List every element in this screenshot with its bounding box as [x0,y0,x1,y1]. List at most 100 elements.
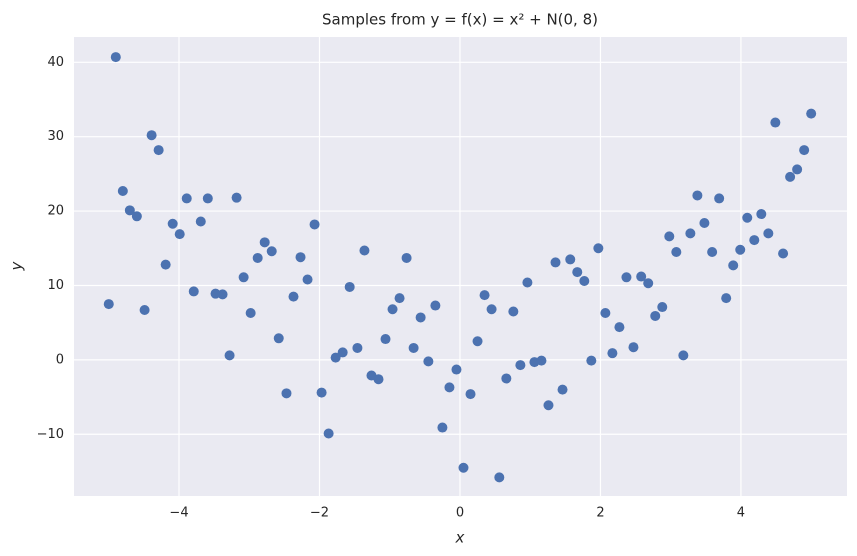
point [735,244,746,255]
point [756,209,767,220]
point [778,248,789,259]
x-tick-label: 2 [596,506,604,521]
point [515,360,526,371]
point [352,342,363,353]
point [181,193,192,204]
point [550,257,561,268]
point [742,212,753,223]
point [607,348,618,359]
point [572,267,583,278]
y-tick-label: 10 [47,278,64,293]
point [202,193,213,204]
point [657,302,668,313]
point [231,192,242,203]
point [522,277,533,288]
point [785,171,796,182]
y-tick-label: 20 [47,204,64,219]
point [373,374,384,385]
point [323,428,334,439]
point [302,274,313,285]
point [792,164,803,175]
point [174,229,185,240]
point [252,252,263,263]
point [465,389,476,400]
point [479,290,490,301]
point [117,185,128,196]
point [153,145,164,156]
point [600,307,611,318]
point [259,237,270,248]
point [337,347,348,358]
point [586,355,597,366]
point [685,228,696,239]
point [217,289,228,300]
point [763,228,774,239]
point [110,52,121,63]
point [380,334,391,345]
point [415,312,426,323]
point [699,217,710,228]
y-tick-label: −10 [37,427,64,442]
point [650,310,661,321]
point [621,272,632,283]
x-tick-label: −4 [169,506,188,521]
point [714,193,725,204]
point [536,355,547,366]
point [387,304,398,315]
point [799,145,810,156]
point [195,216,206,227]
point [139,305,150,316]
chart-title: Samples from y = f(x) = x² + N(0, 8) [322,11,598,29]
point [579,276,590,287]
point [224,350,235,361]
point [344,281,355,292]
point [330,352,341,363]
point [643,278,654,289]
point [295,252,306,263]
point [359,245,370,256]
point [288,291,299,302]
point [245,307,256,318]
y-tick-label: 0 [56,352,64,367]
point [103,299,114,310]
point [444,382,455,393]
point [160,259,171,270]
point [501,373,512,384]
point [707,246,718,257]
point [401,252,412,263]
x-tick-label: −2 [310,506,329,521]
point [167,218,178,229]
point [188,286,199,297]
point [664,231,675,242]
point [565,254,576,265]
point [628,342,639,353]
y-axis-label: y [8,260,26,271]
x-tick-label: 4 [737,506,745,521]
point [593,243,604,254]
point [408,342,419,353]
point [806,108,817,119]
point [770,117,781,128]
point [266,246,277,257]
point [486,304,497,315]
point [692,190,703,201]
point [309,219,320,230]
point [508,306,519,317]
y-tick-label: 30 [47,129,64,144]
point [749,235,760,246]
point [557,384,568,395]
point [678,350,689,361]
y-tick-label: 40 [47,55,64,70]
x-axis-label: x [455,529,465,547]
point [146,130,157,141]
point [131,211,142,222]
point [671,246,682,257]
point [124,205,135,216]
point [423,356,434,367]
point [458,462,469,473]
point [430,300,441,311]
point [281,388,292,399]
point [394,293,405,304]
point [437,422,448,433]
